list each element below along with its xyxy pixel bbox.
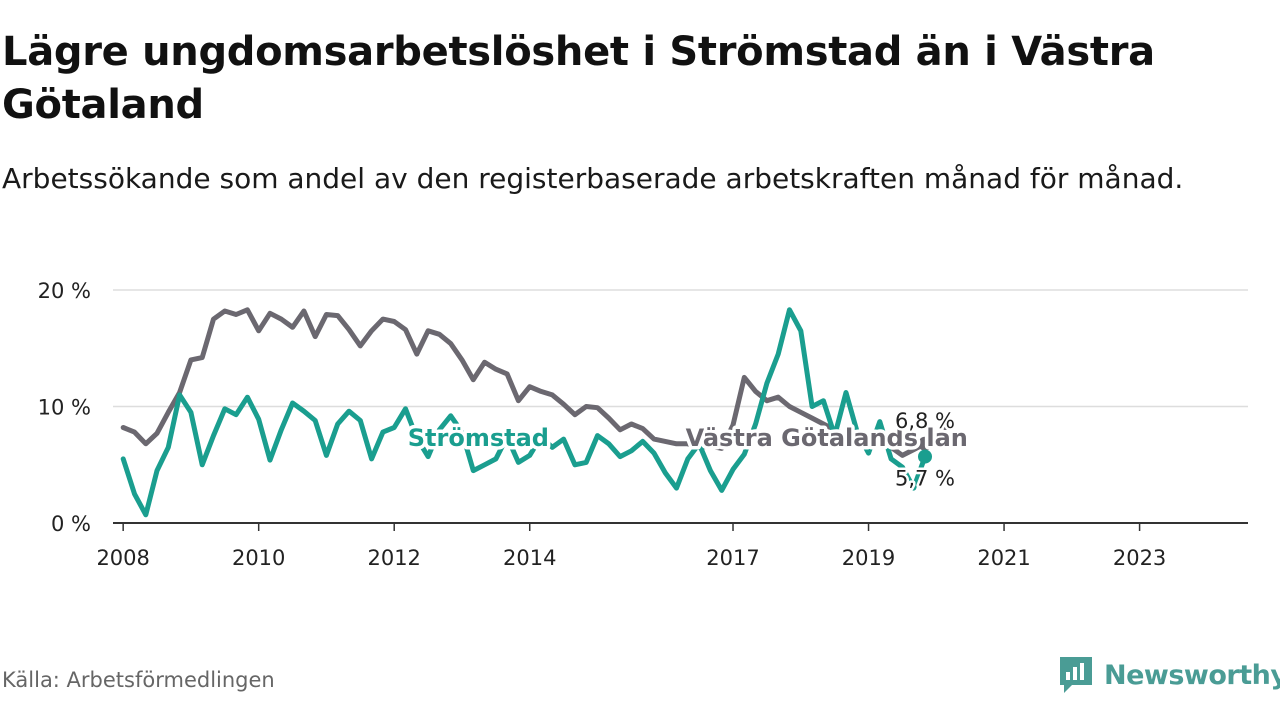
brand: Newsworthy [1058,654,1280,696]
chart-title: Lägre ungdomsarbetslöshet i Strömstad än… [2,29,1155,128]
x-tick-label: 2010 [232,546,285,570]
x-tick-label: 2012 [367,546,420,570]
series-line-stromstad [120,307,928,518]
x-tick-label: 2021 [977,546,1030,570]
x-tick-label: 2019 [842,546,895,570]
chart-subtitle: Arbetssökande som andel av den registerb… [2,162,1184,195]
brand-name: Newsworthy [1104,659,1280,691]
series-label-stromstad: Strömstad [408,424,549,452]
gridlines [113,289,1248,408]
x-tick-label: 2023 [1113,546,1166,570]
x-axis: 2008 2010 2012 2014 2017 2019 2021 2023 [96,522,1248,570]
x-tick-label: 2017 [706,546,759,570]
y-tick-label: 10 % [38,396,91,420]
series-lines [120,307,933,518]
y-tick-label: 20 % [38,279,91,303]
y-tick-label: 0 % [51,512,91,536]
x-tick-label: 2008 [96,546,149,570]
end-value-label-vastra-gotaland: 6,8 % [895,409,955,433]
newsworthy-logo-icon [1060,657,1092,693]
series-line-vastra-gotaland [120,307,928,458]
source-note: Källa: Arbetsförmedlingen [2,668,275,692]
y-axis: 0 % 10 % 20 % [38,279,91,536]
end-point-vastra-gotaland [918,436,933,451]
series-label-vastra-gotaland: Västra Götalands län [686,424,968,452]
end-value-label-stromstad: 5,7 % [895,467,955,491]
x-tick-label: 2014 [503,546,556,570]
end-point-stromstad [918,449,933,464]
